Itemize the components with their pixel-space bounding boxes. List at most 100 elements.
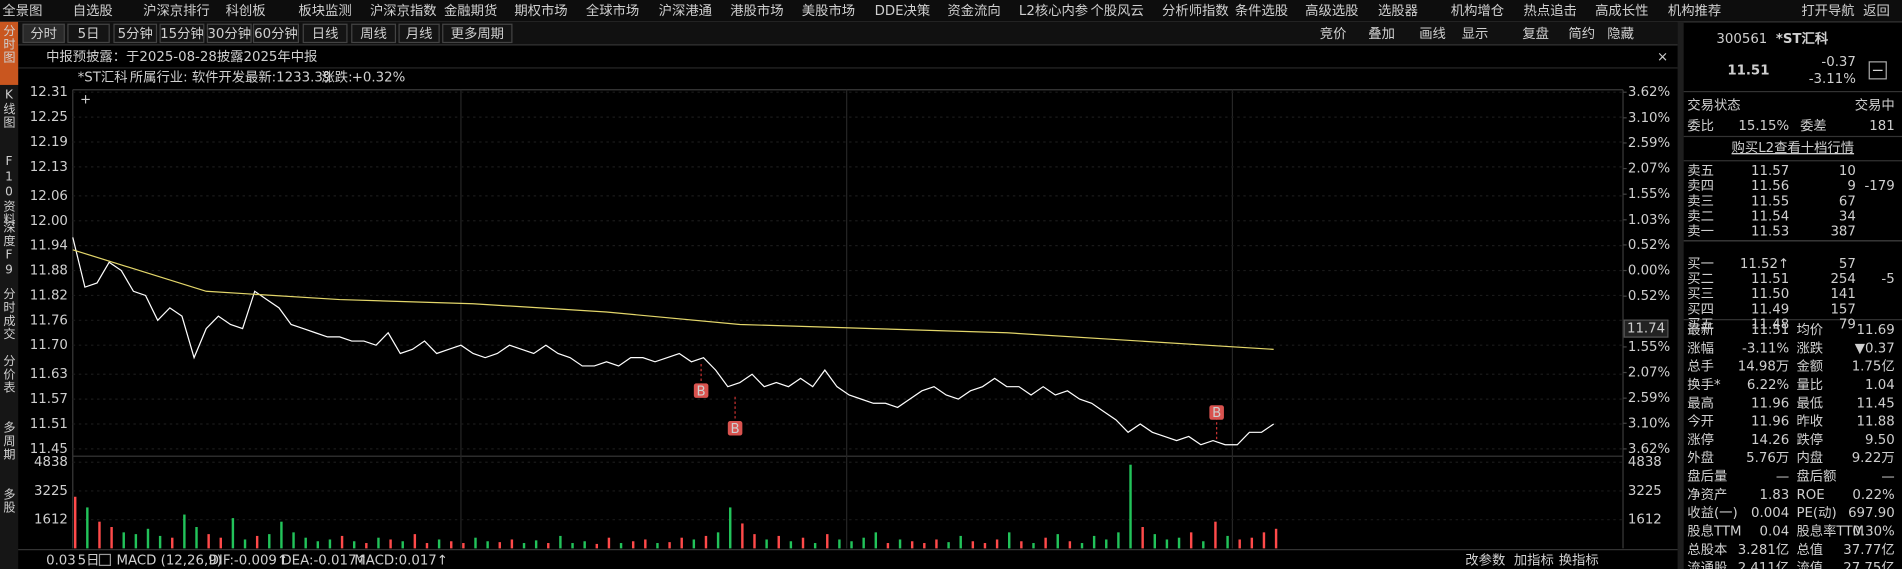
side-tab[interactable]: 多股 bbox=[2, 487, 16, 514]
y-tick-label: 11.94 bbox=[30, 239, 68, 254]
volume-bar bbox=[595, 543, 599, 549]
side-tab[interactable]: 多周期 bbox=[2, 421, 16, 461]
indicator-icon[interactable] bbox=[98, 553, 111, 566]
period-button[interactable] bbox=[67, 23, 110, 44]
book-volume: 79 bbox=[1839, 318, 1856, 333]
tool-button[interactable]: 简约 bbox=[1568, 25, 1595, 42]
period-button[interactable] bbox=[252, 23, 300, 44]
period-label: 月线 bbox=[406, 26, 433, 42]
tool-button[interactable]: 显示 bbox=[1462, 27, 1489, 42]
menu-item[interactable]: 科创板 bbox=[226, 3, 266, 19]
tool-button[interactable]: 竞价 bbox=[1320, 25, 1347, 42]
menu-item[interactable]: 个股风云 bbox=[1090, 3, 1143, 19]
period-button[interactable] bbox=[159, 23, 205, 44]
side-tab[interactable]: 分时成交 bbox=[2, 287, 16, 341]
indicator-period[interactable]: 5日 bbox=[78, 554, 100, 569]
menu-item[interactable]: 资金流向 bbox=[947, 3, 1000, 19]
indicator-action[interactable]: 加指标 bbox=[1514, 553, 1554, 569]
tool-button[interactable]: 画线 bbox=[1419, 26, 1446, 42]
menu-item[interactable]: 条件选股 bbox=[1235, 2, 1288, 19]
side-tab[interactable]: 分价表 bbox=[2, 354, 16, 394]
period-button[interactable] bbox=[442, 23, 513, 44]
menu-item[interactable]: 打开导航 bbox=[1801, 3, 1854, 19]
menu-item[interactable]: 金融期货 bbox=[444, 2, 497, 19]
indicator-action[interactable]: 改参数 bbox=[1465, 552, 1505, 569]
menu-item[interactable]: 期权市场 bbox=[514, 2, 567, 19]
menu-item[interactable]: 选股器 bbox=[1378, 3, 1418, 19]
volume-bar bbox=[231, 518, 235, 549]
menu-item[interactable]: 沪深京指数 bbox=[370, 3, 437, 19]
stat-value: 9.50 bbox=[1865, 433, 1895, 448]
period-button[interactable] bbox=[22, 23, 65, 44]
tool-button[interactable]: 复盘 bbox=[1522, 25, 1549, 42]
menu-item[interactable]: 高级选股 bbox=[1305, 2, 1358, 19]
period-button[interactable] bbox=[113, 23, 158, 44]
period-button[interactable] bbox=[206, 23, 252, 44]
stat-label: 金额 bbox=[1796, 359, 1823, 375]
buy-mark-box[interactable] bbox=[727, 420, 743, 436]
menu-item[interactable]: 分析师指数 bbox=[1162, 3, 1229, 19]
menu-item[interactable]: L2核心内参 bbox=[1019, 2, 1088, 19]
indicator-macd: MACD:0.017↑ bbox=[354, 554, 448, 569]
menu-item[interactable]: DDE决策 bbox=[875, 2, 931, 19]
menu-item[interactable]: 板块监测 bbox=[298, 3, 351, 19]
buy-mark-box[interactable] bbox=[693, 383, 709, 398]
menu-item[interactable]: 沪深京排行 bbox=[143, 3, 210, 19]
period-button[interactable] bbox=[398, 23, 440, 44]
crosshair-icon[interactable]: + bbox=[80, 92, 91, 107]
side-tab[interactable]: K线图 bbox=[2, 87, 16, 129]
menu-item[interactable]: 全景图 bbox=[2, 2, 42, 19]
volume-bar bbox=[474, 537, 477, 549]
volume-bar bbox=[352, 541, 356, 549]
indicator-dea: DEA:-0.017↑ bbox=[281, 554, 367, 569]
menu-item[interactable]: 自选股 bbox=[73, 3, 113, 19]
indicator-name[interactable]: MACD (12,26,9) bbox=[116, 554, 221, 569]
volume-bar bbox=[583, 541, 586, 549]
menu-item[interactable]: 热点追击 bbox=[1524, 3, 1577, 19]
indicator-action[interactable]: 换指标 bbox=[1559, 553, 1599, 569]
menu-item[interactable]: 机构增仓 bbox=[1451, 3, 1504, 19]
book-level: 买四 bbox=[1687, 301, 1714, 317]
side-tab[interactable]: F10资料 bbox=[2, 154, 16, 226]
menu-item[interactable]: 返回 bbox=[1863, 3, 1890, 19]
stat-label: 流值 bbox=[1796, 560, 1823, 569]
close-icon[interactable]: × bbox=[1657, 50, 1668, 65]
period-button[interactable] bbox=[351, 23, 397, 44]
menu-item[interactable]: 沪深港通 bbox=[659, 3, 712, 19]
buy-mark-box[interactable] bbox=[1209, 405, 1224, 420]
volume-bar bbox=[838, 539, 841, 549]
volume-bar bbox=[86, 507, 89, 549]
notice-text: 中报预披露：于2025-08-28披露2025年中报 bbox=[46, 49, 317, 65]
y-tick-label: 12.31 bbox=[30, 85, 68, 100]
stat-label: 量比 bbox=[1796, 377, 1823, 393]
splitter[interactable] bbox=[1677, 21, 1684, 569]
volume-bar bbox=[716, 532, 720, 549]
stat-label: 均价 bbox=[1796, 322, 1823, 338]
l2-link[interactable]: 购买L2查看十档行情 bbox=[1732, 140, 1855, 156]
menu-item[interactable]: 全球市场 bbox=[586, 2, 639, 19]
tool-button[interactable]: 隐藏 bbox=[1607, 26, 1634, 42]
collapse-button[interactable] bbox=[1868, 61, 1887, 80]
volume-bar bbox=[801, 537, 805, 549]
side-tab[interactable]: 分时图 bbox=[2, 24, 16, 64]
menu-item[interactable]: 机构推荐 bbox=[1668, 3, 1721, 19]
tool-button[interactable]: 叠加 bbox=[1368, 26, 1395, 42]
menu-item[interactable]: 港股市场 bbox=[730, 2, 783, 19]
period-button[interactable] bbox=[302, 23, 348, 44]
y-tick-label: 11.63 bbox=[30, 367, 68, 382]
period-label: 5分钟 bbox=[118, 25, 153, 42]
volume-bar bbox=[219, 537, 222, 549]
buy-mark: B bbox=[731, 422, 740, 437]
stat-value: 0.22% bbox=[1852, 488, 1894, 503]
stat-value: 0.04 bbox=[1760, 525, 1790, 540]
volume-bar bbox=[571, 543, 574, 549]
y2-tick-label: 0.52% bbox=[1628, 289, 1670, 304]
volume-bar bbox=[73, 496, 77, 549]
side-tab[interactable]: 深度F9 bbox=[2, 220, 16, 277]
menu-item[interactable]: 美股市场 bbox=[802, 2, 855, 19]
volume-bar bbox=[462, 543, 465, 549]
volume-bar bbox=[1129, 464, 1132, 549]
menu-item[interactable]: 高成长性 bbox=[1595, 2, 1648, 19]
y-tick-label: 11.45 bbox=[30, 442, 68, 457]
